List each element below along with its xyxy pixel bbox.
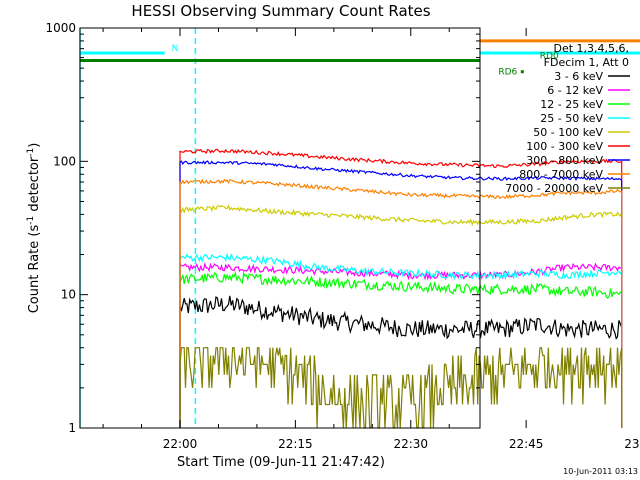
flag-label: N	[172, 44, 179, 54]
flag-point-label: RD6	[498, 68, 517, 78]
legend-label: 6 - 12 keV	[547, 84, 603, 97]
legend-label: 3 - 6 keV	[554, 70, 603, 83]
legend-label: 800 - 7000 keV	[519, 168, 603, 181]
y-axis: 1 10 100 1000	[45, 21, 480, 435]
flag-point	[520, 70, 524, 74]
x-tick-label: 22:30	[393, 437, 428, 451]
y-axis-label-sup: -1	[26, 148, 36, 157]
x-tick-label: 22:15	[278, 437, 313, 451]
plot-frame	[79, 27, 481, 429]
series-line	[179, 204, 623, 428]
series-line	[179, 295, 623, 428]
legend-label: 25 - 50 keV	[540, 112, 603, 125]
flag-label: RD0	[540, 52, 559, 62]
series-line	[179, 148, 623, 428]
timestamp: 10-Jun-2011 03:13	[563, 467, 638, 476]
series-line	[179, 178, 623, 428]
x-tick-label: 22:00	[163, 437, 198, 451]
y-axis-label-part: detector	[27, 156, 42, 216]
flag-lines: NSRD0RD6	[80, 39, 640, 78]
series-line	[179, 270, 623, 428]
legend-label: 50 - 100 keV	[533, 126, 603, 139]
series-line	[179, 261, 623, 428]
y-tick-label: 10	[61, 288, 76, 302]
y-axis-label-sup: -1	[26, 216, 36, 225]
legend: Det 1,3,4,5,6, FDecim 1, Att 0 3 - 6 keV…	[505, 42, 630, 195]
legend-label: 100 - 300 keV	[526, 140, 603, 153]
y-tick-label: 100	[53, 154, 76, 168]
y-axis-label-part: )	[27, 143, 42, 148]
legend-header-1: Det 1,3,4,5,6,	[553, 42, 629, 55]
series-line	[179, 347, 623, 429]
series-line	[179, 252, 623, 428]
series-line	[179, 160, 623, 428]
x-axis-label: Start Time (09-Jun-11 21:47:42)	[177, 455, 385, 470]
y-tick-label: 1	[68, 421, 76, 435]
legend-header-2: FDecim 1, Att 0	[544, 56, 629, 69]
x-tick-label: 22:45	[509, 437, 544, 451]
series-group	[179, 148, 623, 429]
y-tick-label: 1000	[45, 21, 76, 35]
x-tick-label: 23:00	[624, 437, 640, 451]
legend-label: 7000 - 20000 keV	[505, 182, 603, 195]
legend-label: 12 - 25 keV	[540, 98, 603, 111]
chart-title: HESSI Observing Summary Count Rates	[131, 2, 430, 20]
y-axis-label-part: Count Rate (s	[27, 225, 42, 314]
y-axis-label: Count Rate (s-1 detector-1)	[26, 143, 42, 314]
legend-label: 300 - 800 keV	[526, 154, 603, 167]
